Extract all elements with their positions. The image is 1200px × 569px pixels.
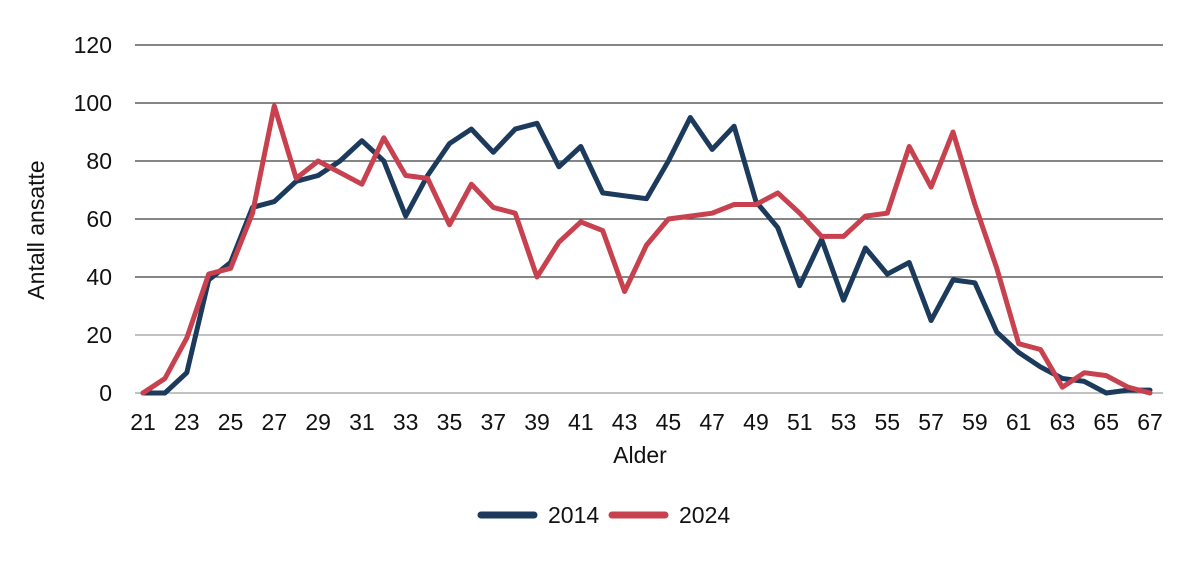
x-tick-label-29: 29 — [305, 409, 331, 435]
x-tick-label-67: 67 — [1137, 409, 1163, 435]
x-tick-label-23: 23 — [174, 409, 200, 435]
y-tick-label-40: 40 — [86, 264, 112, 290]
x-tick-label-63: 63 — [1050, 409, 1076, 435]
x-axis-tick-labels: 21 23 25 27 29 31 33 35 37 39 41 43 45 47 49 51 53 55 57 59… — [130, 409, 1163, 435]
y-axis-tick-labels: 0 20 40 60 80 100 120 — [74, 32, 112, 406]
x-tick-label-43: 43 — [612, 409, 638, 435]
series-line-2014 — [140, 115, 1153, 396]
x-tick-label-57: 57 — [918, 409, 944, 435]
y-tick-label-20: 20 — [86, 322, 112, 348]
x-tick-label-47: 47 — [699, 409, 725, 435]
gridlines — [135, 44, 1163, 394]
series-line-2024 — [140, 103, 1153, 396]
x-tick-label-39: 39 — [524, 409, 550, 435]
x-tick-label-65: 65 — [1093, 409, 1119, 435]
x-tick-label-21: 21 — [130, 409, 156, 435]
x-tick-label-55: 55 — [875, 409, 901, 435]
x-axis-title: Alder — [613, 442, 667, 468]
x-tick-label-33: 33 — [393, 409, 419, 435]
legend-label-2024: 2024 — [679, 502, 730, 528]
y-tick-label-120: 120 — [74, 32, 112, 58]
y-axis-title: Antall ansatte — [23, 160, 49, 299]
x-tick-label-61: 61 — [1006, 409, 1032, 435]
x-tick-label-25: 25 — [218, 409, 244, 435]
x-tick-label-31: 31 — [349, 409, 375, 435]
x-tick-label-45: 45 — [656, 409, 682, 435]
y-tick-label-0: 0 — [99, 380, 112, 406]
y-tick-label-80: 80 — [86, 148, 112, 174]
series-lines — [140, 103, 1153, 396]
y-tick-label-100: 100 — [74, 90, 112, 116]
x-tick-label-27: 27 — [262, 409, 288, 435]
x-tick-label-37: 37 — [480, 409, 506, 435]
x-tick-label-59: 59 — [962, 409, 988, 435]
legend: 2014 2024 — [477, 502, 730, 528]
legend-label-2014: 2014 — [548, 502, 599, 528]
x-tick-label-53: 53 — [831, 409, 857, 435]
y-tick-label-60: 60 — [86, 206, 112, 232]
x-tick-label-41: 41 — [568, 409, 594, 435]
x-tick-label-35: 35 — [437, 409, 463, 435]
x-tick-label-49: 49 — [743, 409, 769, 435]
x-tick-label-51: 51 — [787, 409, 813, 435]
